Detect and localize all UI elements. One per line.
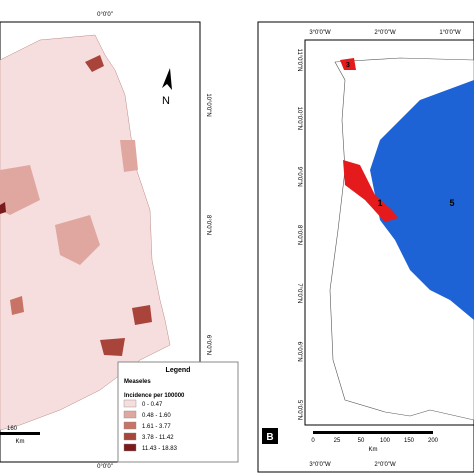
latitude-label: 8°0'0"N bbox=[205, 215, 211, 235]
latitude-label: 7°0'0"N bbox=[296, 283, 302, 303]
district bbox=[0, 165, 40, 215]
legend-swatch bbox=[123, 421, 137, 430]
scale-bar bbox=[0, 432, 40, 435]
legend-swatch bbox=[123, 410, 137, 419]
latitude-label: 11°0'0"N bbox=[296, 49, 302, 72]
latitude-label: 5°0'0"N bbox=[296, 400, 302, 420]
legend-swatch bbox=[123, 443, 137, 452]
latitude-label: 6°0'0"N bbox=[296, 342, 302, 362]
scale-label: 150 bbox=[404, 438, 415, 444]
legend-caption: Incidence per 100000 bbox=[124, 393, 185, 399]
map-frame bbox=[0, 21, 201, 463]
legend-swatch bbox=[123, 432, 137, 441]
legend-items: 0 - 0.47 0.48 - 1.60 1.61 - 3.77 3.78 - 11.… bbox=[123, 399, 178, 452]
latitude-label: 10°0'0"N bbox=[205, 93, 211, 116]
latitude-label: 9°0'0"N bbox=[296, 167, 302, 187]
longitude-label: 0°0'0" bbox=[97, 12, 113, 18]
north-arrow bbox=[162, 68, 172, 90]
longitude-label: 2°0'0"W bbox=[374, 462, 396, 468]
district bbox=[0, 202, 6, 214]
longitude-label: 1°0'0"W bbox=[439, 30, 461, 36]
scale-labels: 0 25 50 100 150 200 bbox=[311, 438, 438, 444]
latitude-label: 6°0'0"N bbox=[205, 335, 211, 355]
legend-label: 3.78 - 11.42 bbox=[142, 435, 174, 441]
latitude-labels: 11°0'0"N 10°0'0"N 9°0'0"N 8°0'0"N 7°0'0"N 6°0… bbox=[296, 49, 302, 420]
latitude-label: 8°0'0"N bbox=[296, 225, 302, 245]
scale-label: 160 bbox=[7, 426, 18, 432]
cluster-region bbox=[343, 160, 398, 222]
legend-label: 0.48 - 1.60 bbox=[142, 413, 171, 419]
panel-frame bbox=[257, 21, 474, 473]
legend-label: 0 - 0.47 bbox=[142, 402, 163, 408]
cluster-label: 5 bbox=[449, 198, 454, 208]
scale-bar bbox=[313, 431, 433, 434]
scale-unit: Km bbox=[369, 447, 378, 453]
scale-label: 50 bbox=[358, 438, 365, 444]
cluster-label: 3 bbox=[346, 62, 350, 69]
legend-label: 11.43 - 18.83 bbox=[142, 446, 178, 452]
district bbox=[120, 140, 138, 172]
district bbox=[132, 305, 152, 325]
panel-b: 3 1 5 3°0'0"W 2°0'0"W 1°0'0"W 3°0'0"W 2°… bbox=[257, 21, 474, 473]
scale-label: 100 bbox=[380, 438, 391, 444]
panel-a: 0°0'0" 0°0'0" 10°0'0"N 8°0'0"N 6°0'0"N N… bbox=[0, 12, 239, 470]
panel-label-box bbox=[262, 428, 278, 444]
legend-swatch bbox=[123, 399, 137, 408]
longitude-label: 2°0'0"W bbox=[374, 30, 396, 36]
cluster-region bbox=[340, 58, 356, 70]
district bbox=[100, 338, 125, 356]
longitude-label: 3°0'0"W bbox=[309, 462, 331, 468]
district bbox=[85, 55, 104, 72]
legend-title: Legend bbox=[166, 367, 191, 374]
north-label: N bbox=[162, 95, 170, 107]
legend bbox=[117, 361, 239, 463]
longitude-label: 3°0'0"W bbox=[309, 30, 331, 36]
scale-unit: Km bbox=[16, 439, 25, 445]
latitude-label: 10°0'0"N bbox=[296, 107, 302, 130]
legend-label: 1.61 - 3.77 bbox=[142, 424, 171, 430]
cluster-label: 1 bbox=[377, 198, 382, 208]
scale-label: 0 bbox=[311, 438, 315, 444]
legend-subtitle: Measeles bbox=[124, 379, 151, 385]
longitude-label: 0°0'0" bbox=[97, 464, 113, 470]
district bbox=[10, 296, 24, 315]
panel-label: B bbox=[266, 432, 273, 443]
cluster-region bbox=[370, 80, 474, 320]
scale-label: 200 bbox=[428, 438, 439, 444]
scale-label: 25 bbox=[334, 438, 341, 444]
district bbox=[55, 215, 100, 265]
